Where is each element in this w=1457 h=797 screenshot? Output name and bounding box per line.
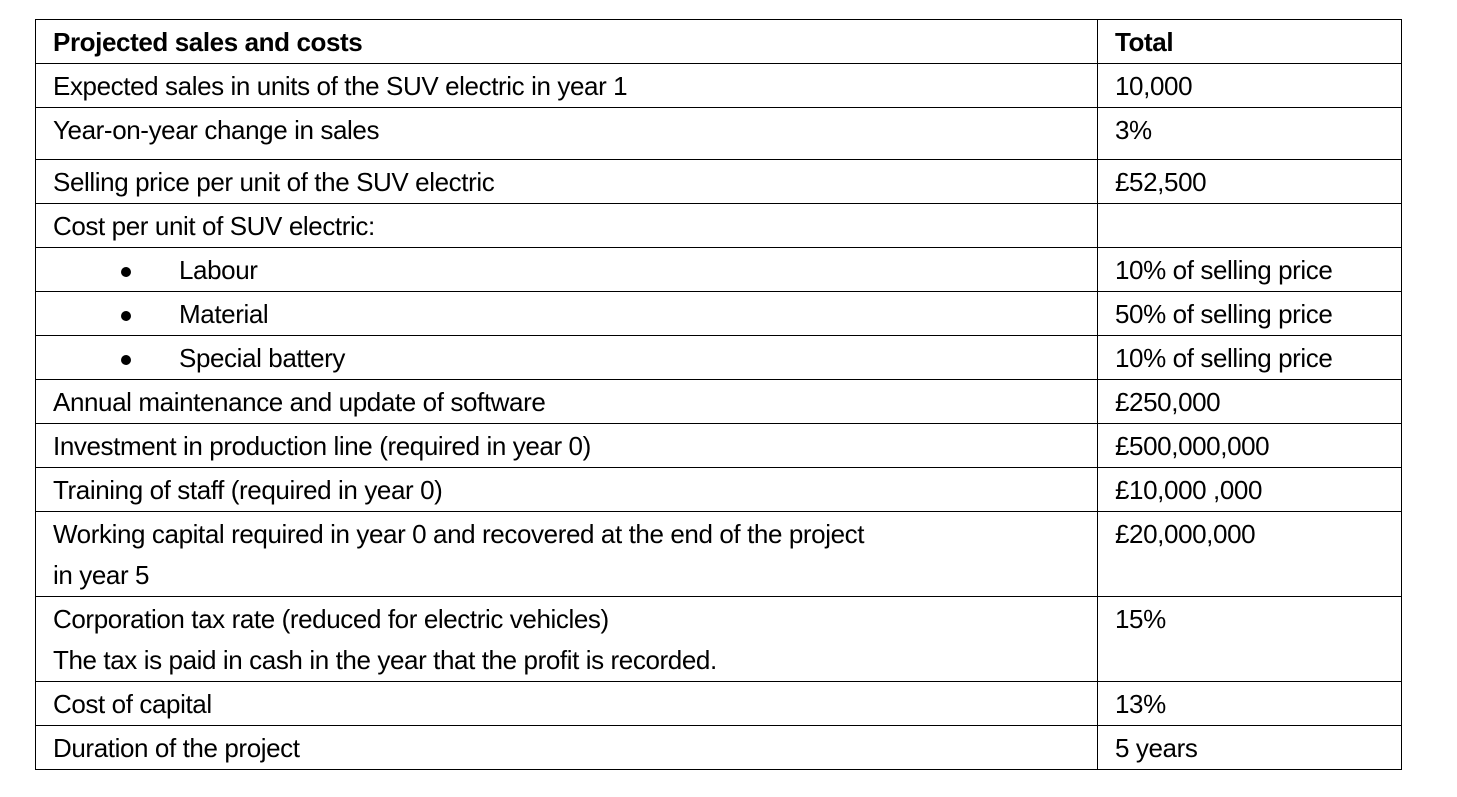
row-label-line: Working capital required in year 0 and r… xyxy=(53,519,865,549)
row-value: £250,000 xyxy=(1097,379,1402,424)
row-label: Expected sales in units of the SUV elect… xyxy=(35,63,1098,108)
row-label-bulleted: Special battery xyxy=(35,335,1098,380)
table-row: Year-on-year change in sales 3% xyxy=(35,107,1402,160)
row-label: Investment in production line (required … xyxy=(35,423,1098,468)
table-row: Corporation tax rate (reduced for electr… xyxy=(35,596,1402,682)
row-label: Annual maintenance and update of softwar… xyxy=(35,379,1098,424)
table-row: Investment in production line (required … xyxy=(35,423,1402,468)
row-value: £10,000 ,000 xyxy=(1097,467,1402,512)
row-value: £20,000,000 xyxy=(1097,511,1402,597)
header-total: Total xyxy=(1097,19,1402,64)
row-label: Duration of the project xyxy=(35,725,1098,770)
table-row: Annual maintenance and update of softwar… xyxy=(35,379,1402,424)
row-label: Training of staff (required in year 0) xyxy=(35,467,1098,512)
table-row: Training of staff (required in year 0) £… xyxy=(35,467,1402,512)
table-row: Material 50% of selling price xyxy=(35,291,1402,336)
table-row: Expected sales in units of the SUV elect… xyxy=(35,63,1402,108)
row-value xyxy=(1097,203,1402,248)
bullet-icon xyxy=(53,338,179,379)
row-label-line: Corporation tax rate (reduced for electr… xyxy=(53,604,609,634)
table-row: Cost of capital 13% xyxy=(35,681,1402,726)
row-value: 3% xyxy=(1097,107,1402,160)
row-label-bulleted: Labour xyxy=(35,247,1098,292)
table-header-row: Projected sales and costs Total xyxy=(35,19,1402,64)
table-row: Cost per unit of SUV electric: xyxy=(35,203,1402,248)
header-label: Projected sales and costs xyxy=(35,19,1098,64)
row-label-line: The tax is paid in cash in the year that… xyxy=(53,645,717,675)
table-row: Selling price per unit of the SUV electr… xyxy=(35,159,1402,204)
row-value: £500,000,000 xyxy=(1097,423,1402,468)
bullet-icon xyxy=(53,294,179,335)
table-row: Working capital required in year 0 and r… xyxy=(35,511,1402,597)
row-label: Working capital required in year 0 and r… xyxy=(35,511,1098,597)
row-label: Cost of capital xyxy=(35,681,1098,726)
bullet-icon xyxy=(53,250,179,291)
row-label: Selling price per unit of the SUV electr… xyxy=(35,159,1098,204)
table-row: Special battery 10% of selling price xyxy=(35,335,1402,380)
projected-sales-costs-table: Projected sales and costs Total Expected… xyxy=(35,19,1402,770)
row-value: 10,000 xyxy=(1097,63,1402,108)
row-value: 10% of selling price xyxy=(1097,335,1402,380)
row-label-line: in year 5 xyxy=(53,560,150,590)
row-label-bulleted: Material xyxy=(35,291,1098,336)
row-value: 5 years xyxy=(1097,725,1402,770)
row-label: Year-on-year change in sales xyxy=(35,107,1098,160)
row-value: 13% xyxy=(1097,681,1402,726)
table-row: Duration of the project 5 years xyxy=(35,725,1402,770)
row-value: 10% of selling price xyxy=(1097,247,1402,292)
row-value: 50% of selling price xyxy=(1097,291,1402,336)
table-row: Labour 10% of selling price xyxy=(35,247,1402,292)
row-value: £52,500 xyxy=(1097,159,1402,204)
row-label: Special battery xyxy=(179,343,345,373)
row-label: Material xyxy=(179,299,269,329)
row-label: Corporation tax rate (reduced for electr… xyxy=(35,596,1098,682)
row-label: Labour xyxy=(179,255,258,285)
row-label: Cost per unit of SUV electric: xyxy=(35,203,1098,248)
row-value: 15% xyxy=(1097,596,1402,682)
